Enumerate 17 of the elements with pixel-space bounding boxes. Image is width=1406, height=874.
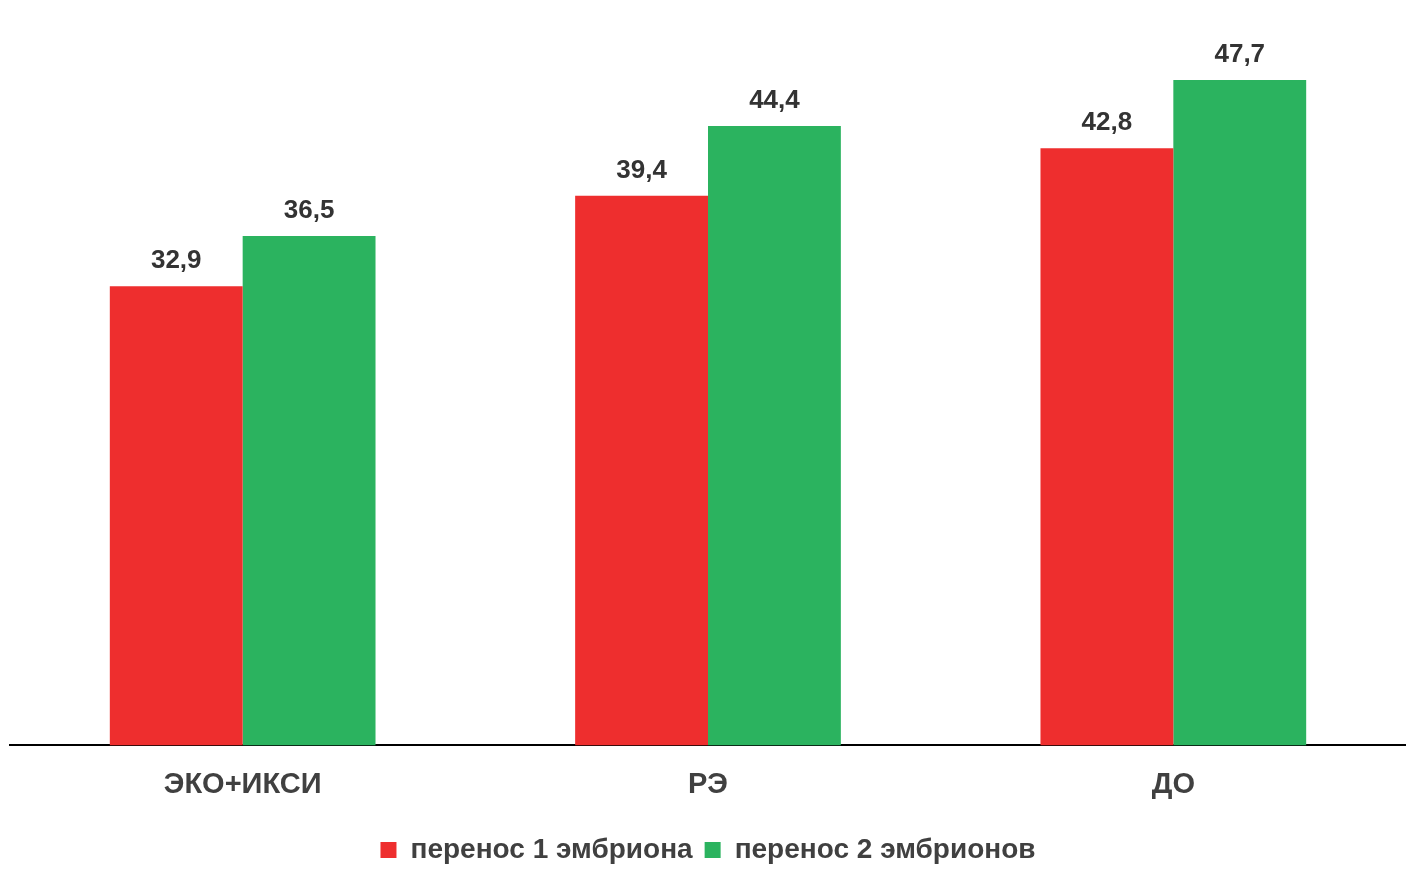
data-label: 44,4 (749, 84, 801, 115)
legend-label: перенос 1 эмбриона (410, 832, 694, 864)
bar (708, 125, 841, 746)
x-tick-label: ЭКО+ИКСИ (163, 766, 322, 799)
bar (109, 286, 243, 746)
data-label: 36,5 (283, 194, 335, 225)
data-label: 32,9 (150, 244, 202, 275)
data-label: 39,4 (616, 153, 668, 184)
data-label: 42,8 (1081, 106, 1133, 137)
x-tick-label: РЭ (688, 766, 728, 799)
bar (575, 195, 708, 746)
legend-label: перенос 2 эмбрионов (734, 832, 1036, 864)
bar (1040, 148, 1174, 746)
bar (1173, 79, 1307, 746)
data-label: 47,7 (1214, 38, 1266, 69)
x-tick-label: ДО (1151, 766, 1195, 799)
bar (242, 236, 376, 746)
